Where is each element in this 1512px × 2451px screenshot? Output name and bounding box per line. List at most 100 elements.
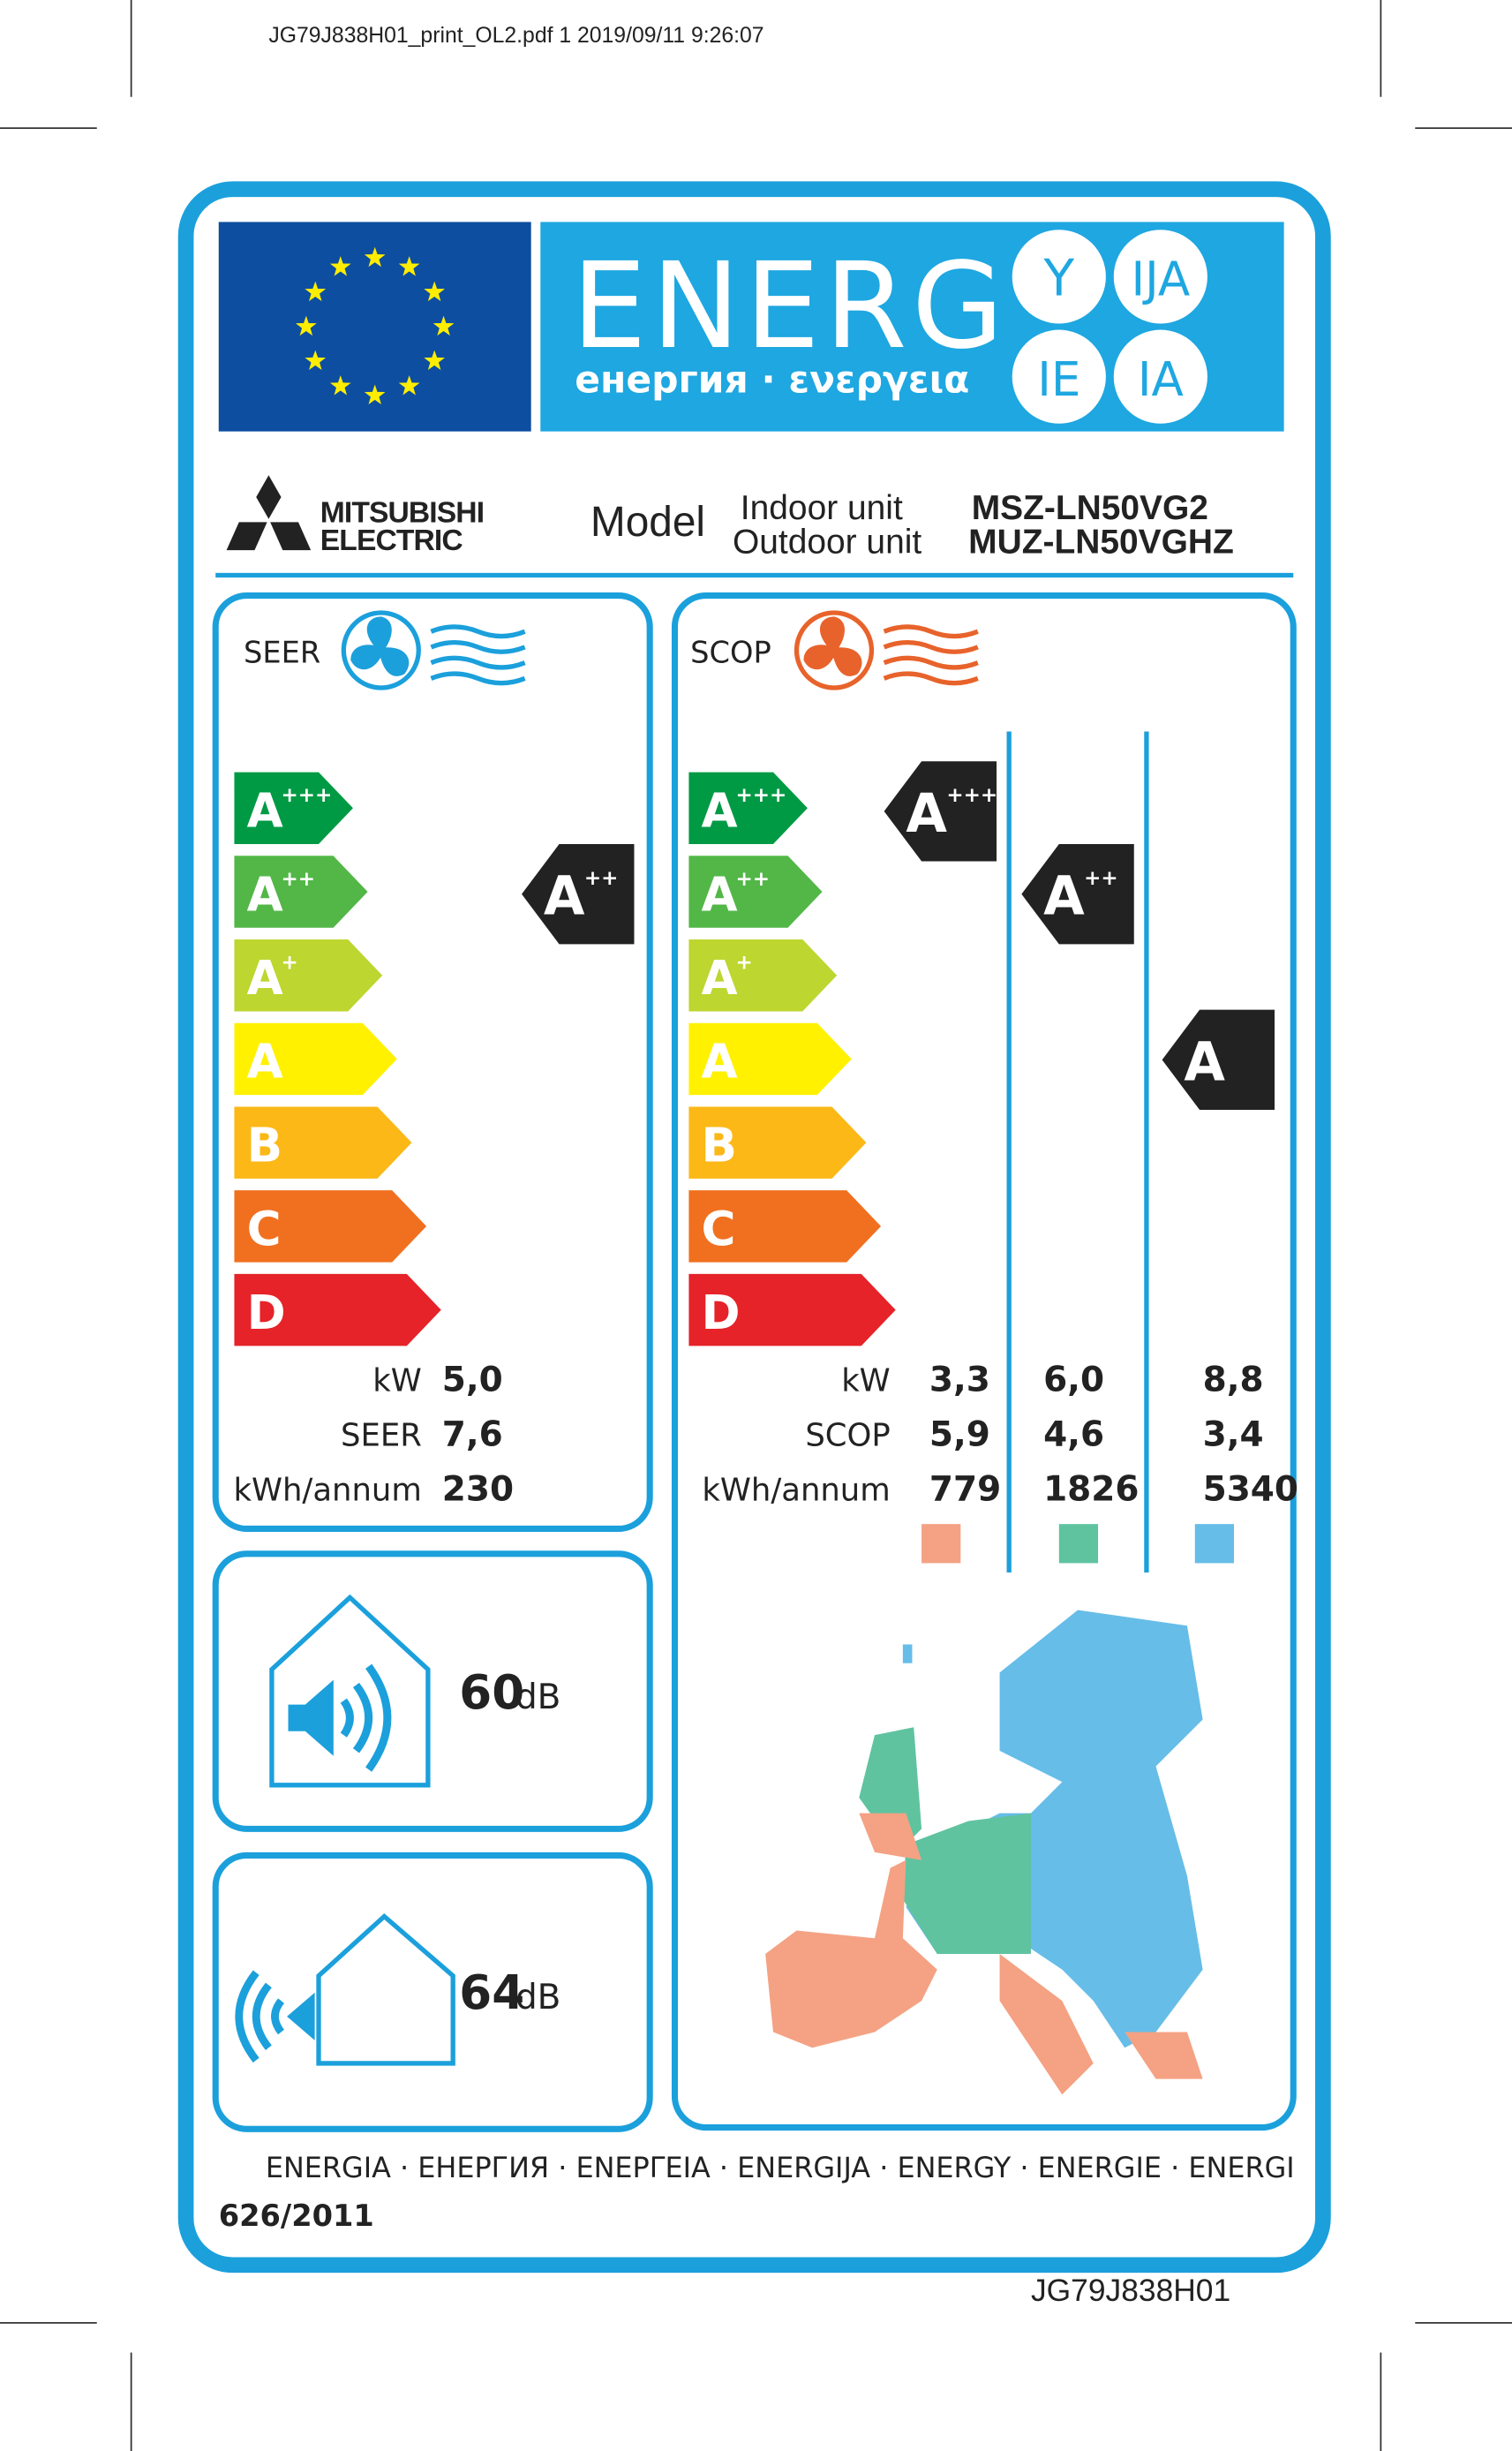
star xyxy=(329,375,351,396)
heating-row-value: 8,8 xyxy=(1203,1361,1264,1400)
suffix-circle xyxy=(1113,230,1207,324)
indoor-noise-icon xyxy=(269,1594,431,1788)
indoor-noise-value: 60 xyxy=(459,1665,524,1720)
cooling-row-value: 7,6 xyxy=(442,1415,503,1455)
star xyxy=(424,350,445,371)
suffix: IA xyxy=(1138,352,1184,407)
suffix-badges: Y IJA IE IA xyxy=(1012,230,1207,424)
scale-arrow xyxy=(688,1190,882,1263)
indoor-noise-unit: dB xyxy=(515,1678,560,1717)
star xyxy=(305,350,327,371)
suffix-circle xyxy=(1012,329,1106,424)
scale-arrow xyxy=(234,1273,441,1346)
heating-label: SCOP xyxy=(690,636,771,670)
scale-letter: C xyxy=(702,1202,736,1256)
suffix: Y xyxy=(1043,250,1075,308)
scale-letter: B xyxy=(702,1118,737,1173)
cooling-row-value: 5,0 xyxy=(442,1361,503,1400)
cooling-row-label: kWh/annum xyxy=(234,1473,422,1509)
rating-sup: ++ xyxy=(584,867,619,890)
rating-sup: +++ xyxy=(946,784,997,807)
cooling-row-value: 230 xyxy=(442,1470,514,1510)
star xyxy=(295,315,317,336)
heating-row-value: 5,9 xyxy=(929,1415,990,1455)
star xyxy=(305,281,327,302)
outdoor-noise-unit: dB xyxy=(515,1978,560,2017)
scale-arrow xyxy=(688,1273,896,1346)
panels xyxy=(212,592,1297,2132)
scale-sup: + xyxy=(282,952,298,975)
scale-letter: A xyxy=(247,784,283,839)
model-label: Model xyxy=(591,499,705,546)
rating-letter: A xyxy=(1184,1031,1225,1093)
scale-arrow xyxy=(234,1022,397,1096)
indoor-model: MSZ-LN50VG2 xyxy=(972,489,1208,527)
energy-subtitle: енергия · ενεργεια xyxy=(575,358,969,402)
rating-arrow xyxy=(522,844,635,945)
suffix-circle xyxy=(1012,230,1106,324)
outdoor-noise-value: 64 xyxy=(459,1965,524,2020)
climate-average xyxy=(1058,1524,1099,1564)
heating-row-value: 6,0 xyxy=(1043,1361,1104,1400)
scale-arrow xyxy=(688,1106,867,1179)
scale-sup: + xyxy=(735,952,752,975)
scale-arrow xyxy=(688,939,838,1012)
suffix: IJA xyxy=(1131,253,1190,307)
brand: MITSUBISHI xyxy=(320,496,484,529)
climate-colder xyxy=(921,1524,961,1564)
scale-letter: A xyxy=(247,1035,283,1090)
scale-letter: A xyxy=(247,951,283,1006)
rating-letter: A xyxy=(544,866,585,928)
scale-letter: A xyxy=(702,867,738,922)
label-border xyxy=(177,181,1331,2274)
scale-arrow xyxy=(688,856,823,928)
scale-arrow xyxy=(234,939,383,1012)
scale-arrow xyxy=(688,772,808,845)
rating-arrow xyxy=(1162,1009,1275,1110)
rating-letter: A xyxy=(1043,866,1085,928)
heating-icon xyxy=(794,610,979,690)
scale-letter: A xyxy=(702,951,738,1006)
star xyxy=(398,375,420,396)
regulation: 626/2011 xyxy=(219,2198,374,2233)
heating-row-label: SCOP xyxy=(805,1418,890,1454)
climate-warmer xyxy=(1194,1524,1235,1564)
heating-row-value: 5340 xyxy=(1203,1470,1298,1510)
heating-row-value: 4,6 xyxy=(1043,1415,1104,1455)
heating-row-value: 1826 xyxy=(1043,1470,1139,1510)
scale-arrow xyxy=(234,772,353,845)
scale-arrow xyxy=(234,856,368,928)
scale-arrow xyxy=(688,1022,852,1096)
footer-languages: ENERGIA · ЕНЕРГИЯ · ΕΝΕΡΓΕΙΑ · ENERGIJA … xyxy=(266,2151,1295,2184)
cooling-icon xyxy=(341,610,526,690)
heating-row-value: 3,3 xyxy=(929,1361,990,1400)
scale-letter: A xyxy=(702,1035,738,1090)
rating-sup: ++ xyxy=(1084,867,1118,890)
heating-row-label: kW xyxy=(841,1363,890,1399)
scale-arrow xyxy=(234,1190,427,1263)
scale-sup: +++ xyxy=(282,784,333,807)
suffix: IE xyxy=(1037,352,1080,407)
star xyxy=(433,315,455,336)
scale-arrow xyxy=(234,1106,412,1179)
suffix-circle xyxy=(1113,329,1207,424)
star xyxy=(398,256,420,276)
rating-arrow xyxy=(1021,844,1134,945)
scale-letter: A xyxy=(702,784,738,839)
eu-stars xyxy=(295,246,455,405)
scale-sup: ++ xyxy=(282,868,316,891)
brand-logo xyxy=(226,475,312,551)
brand: ELECTRIC xyxy=(320,524,463,557)
scale-letter: C xyxy=(247,1202,282,1256)
outdoor-label: Outdoor unit xyxy=(733,524,921,562)
rating-letter: A xyxy=(906,783,947,845)
scale-sup: +++ xyxy=(735,784,786,807)
scale-sup: ++ xyxy=(735,868,770,891)
cooling-row-label: SEER xyxy=(341,1418,422,1454)
heating-row-value: 779 xyxy=(929,1470,1001,1510)
outdoor-model: MUZ-LN50VGHZ xyxy=(968,524,1234,562)
climate-map xyxy=(765,1610,1203,2095)
